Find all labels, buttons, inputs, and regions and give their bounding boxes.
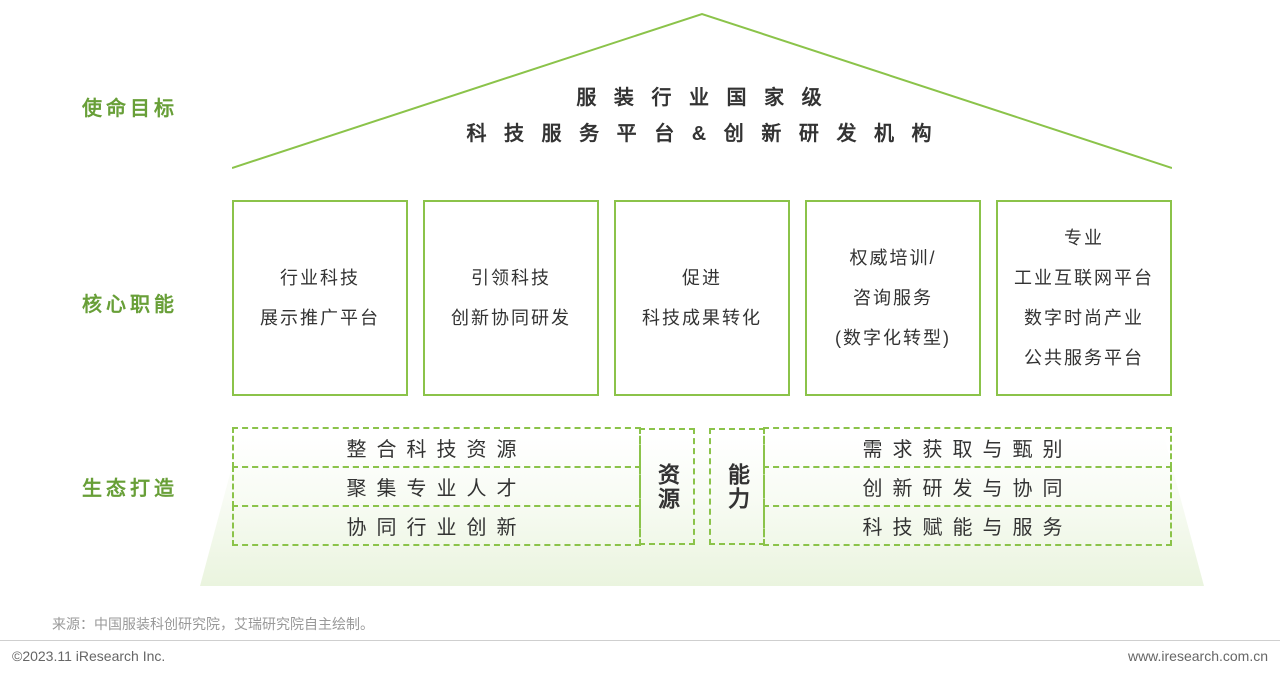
pillar-text: 咨询服务 (835, 278, 951, 318)
pillar-text: 行业科技 (260, 258, 380, 298)
foundation: 资源 整合科技资源 聚集专业人才 协同行业创新 能力 需求获取与甄别 创新研发与… (232, 420, 1172, 545)
pillar-5: 专业 工业互联网平台 数字时尚产业 公共服务平台 (996, 200, 1172, 396)
foundation-cell: 创新研发与协同 (763, 466, 1172, 507)
foundation-cell: 聚集专业人才 (232, 466, 641, 507)
pillar-text: 展示推广平台 (260, 298, 380, 338)
row-label-core: 核心职能 (82, 288, 178, 317)
pillar-text: 数字时尚产业 (1014, 298, 1154, 338)
foundation-left-title: 资源 (639, 428, 695, 545)
site-url-text: www.iresearch.com.cn (1128, 648, 1268, 664)
pillar-text: 科技成果转化 (642, 298, 762, 338)
foundation-right-cells: 需求获取与甄别 创新研发与协同 科技赋能与服务 (763, 428, 1172, 545)
row-label-eco: 生态打造 (82, 472, 178, 501)
pillar-text: 促进 (642, 258, 762, 298)
pillar-2: 引领科技 创新协同研发 (423, 200, 599, 396)
roof-line1: 服 装 行 业 国 家 级 (232, 80, 1172, 116)
foundation-right-group: 能力 需求获取与甄别 创新研发与协同 科技赋能与服务 (709, 428, 1172, 545)
foundation-cell: 协同行业创新 (232, 505, 641, 546)
foundation-left-cells: 整合科技资源 聚集专业人才 协同行业创新 (232, 428, 641, 545)
pillar-4: 权威培训/ 咨询服务 (数字化转型) (805, 200, 981, 396)
foundation-right-title: 能力 (709, 428, 765, 545)
pillar-3: 促进 科技成果转化 (614, 200, 790, 396)
foundation-cell: 科技赋能与服务 (763, 505, 1172, 546)
pillar-1: 行业科技 展示推广平台 (232, 200, 408, 396)
row-label-mission: 使命目标 (82, 92, 178, 121)
pillar-text: 专业 (1014, 218, 1154, 258)
diagram-canvas: 使命目标 核心职能 生态打造 服 装 行 业 国 家 级 科 技 服 务 平 台… (0, 0, 1280, 678)
pillar-text: 创新协同研发 (451, 298, 571, 338)
foundation-cell: 整合科技资源 (232, 427, 641, 468)
roof-title: 服 装 行 业 国 家 级 科 技 服 务 平 台 & 创 新 研 发 机 构 (232, 80, 1172, 152)
pillars-row: 行业科技 展示推广平台 引领科技 创新协同研发 促进 科技成果转化 权威培训/ … (232, 200, 1172, 396)
roof-line2: 科 技 服 务 平 台 & 创 新 研 发 机 构 (232, 116, 1172, 152)
foundation-cell: 需求获取与甄别 (763, 427, 1172, 468)
pillar-text: 引领科技 (451, 258, 571, 298)
footer-divider (0, 640, 1280, 641)
foundation-left-group: 资源 整合科技资源 聚集专业人才 协同行业创新 (232, 428, 695, 545)
pillar-text: (数字化转型) (835, 318, 951, 358)
pillar-text: 公共服务平台 (1014, 338, 1154, 378)
copyright-text: ©2023.11 iResearch Inc. (12, 648, 165, 664)
pillar-text: 工业互联网平台 (1014, 258, 1154, 298)
source-text: 来源：中国服装科创研究院，艾瑞研究院自主绘制。 (52, 614, 374, 634)
pillar-text: 权威培训/ (835, 238, 951, 278)
roof: 服 装 行 业 国 家 级 科 技 服 务 平 台 & 创 新 研 发 机 构 (232, 10, 1172, 170)
